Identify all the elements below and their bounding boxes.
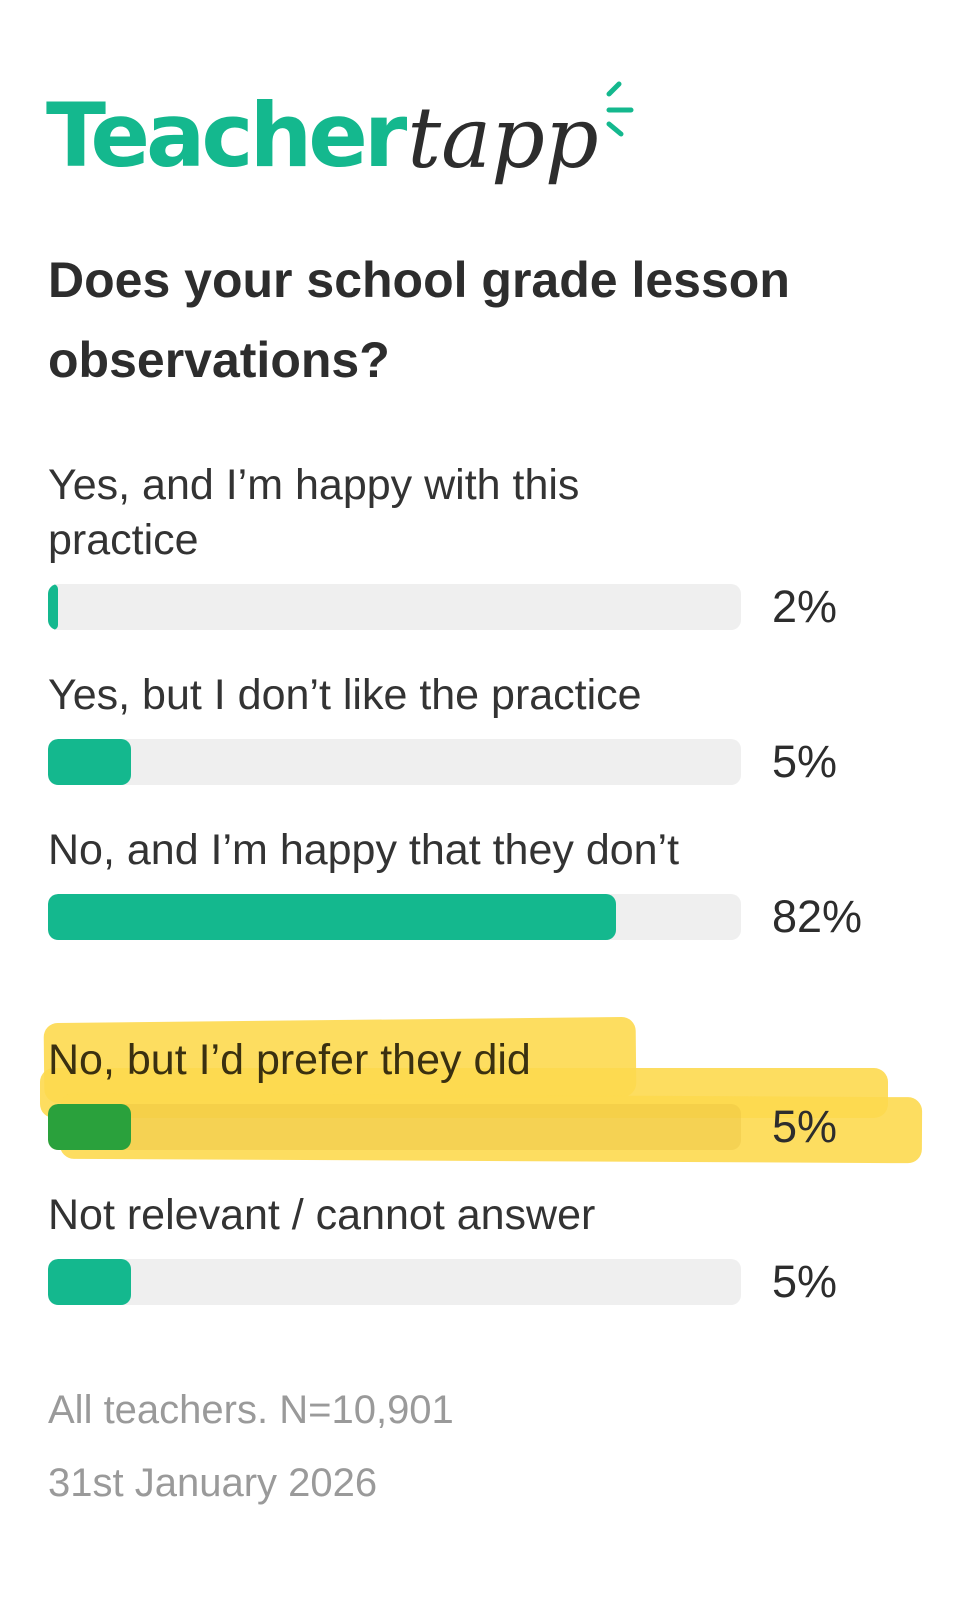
sparkle-icon	[606, 81, 634, 137]
percent-label: 82%	[772, 891, 863, 942]
percent-label: 5%	[772, 1101, 838, 1152]
bar-track	[48, 739, 741, 785]
sample-size: All teachers. N=10,901	[48, 1388, 454, 1432]
poll-option: Yes, and I’m happy with this practice 2%	[48, 458, 948, 632]
bar-row: 82%	[48, 891, 948, 942]
option-label: No, but I’d prefer they did	[48, 1036, 531, 1084]
bar-row: 5%	[48, 1101, 948, 1152]
poll-option: No, and I’m happy that they don’t 82%	[48, 823, 948, 942]
question-title: Does your school grade lesson observatio…	[48, 252, 790, 388]
bar-fill	[48, 1104, 132, 1150]
option-label: Yes, but I don’t like the practice	[48, 671, 642, 719]
bar-fill	[48, 1259, 132, 1305]
bar-fill	[48, 584, 58, 630]
bar-row: 2%	[48, 581, 948, 632]
bar-track	[48, 584, 741, 630]
teachertapp-logo: Teacher tapp	[46, 70, 635, 180]
bar-track	[48, 1104, 741, 1150]
logo-text: Teacher	[46, 84, 407, 187]
poll-date: 31st January 2026	[48, 1461, 378, 1505]
bar-track	[48, 894, 741, 940]
option-label: Not relevant / cannot answer	[48, 1191, 596, 1239]
poll-option: Not relevant / cannot answer 5%	[48, 1188, 948, 1307]
option-label: No, and I’m happy that they don’t	[48, 826, 680, 874]
bar-fill	[48, 739, 132, 785]
option-label: Yes, and I’m happy with this practice	[48, 461, 580, 564]
logo-script: tapp	[407, 89, 599, 187]
bar-fill	[48, 894, 617, 940]
poll-option: Yes, but I don’t like the practice 5%	[48, 668, 948, 787]
percent-label: 2%	[772, 581, 838, 632]
poll-option: No, but I’d prefer they did 5%	[48, 1033, 948, 1152]
percent-label: 5%	[772, 736, 838, 787]
bar-track	[48, 1259, 741, 1305]
bar-row: 5%	[48, 736, 948, 787]
bar-row: 5%	[48, 1256, 948, 1307]
percent-label: 5%	[772, 1256, 838, 1307]
